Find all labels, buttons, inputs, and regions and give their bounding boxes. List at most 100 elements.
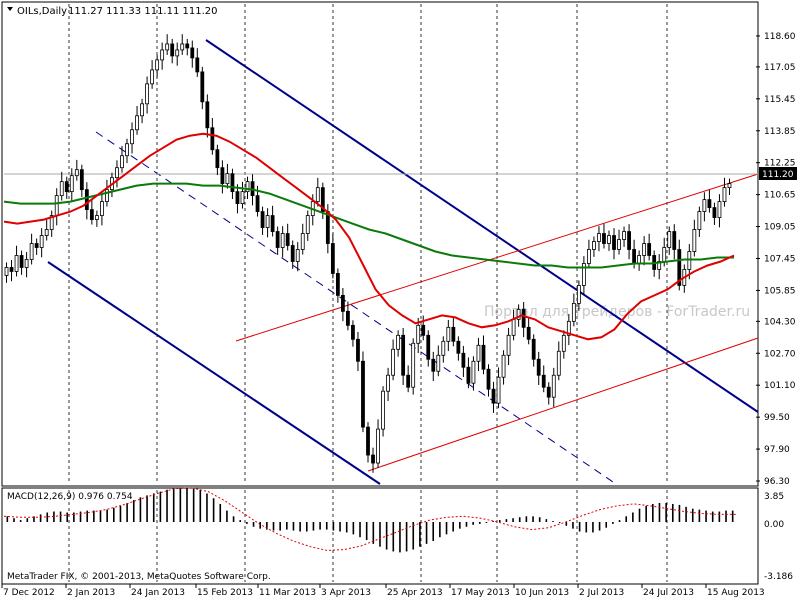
candle-body (185, 43, 190, 49)
candle-body (381, 390, 385, 430)
candle-body (456, 340, 461, 354)
candle-body (476, 344, 481, 362)
candle-body (34, 243, 39, 248)
candle-body (105, 189, 109, 203)
candle-body (471, 360, 476, 384)
candle-body (94, 215, 99, 220)
candle-body (632, 249, 636, 264)
candle-body (305, 215, 310, 234)
candle-body (4, 267, 9, 276)
candle-body (521, 308, 526, 328)
candle-body (120, 155, 124, 169)
candle-body (511, 318, 516, 336)
candle-body (667, 231, 672, 248)
candle-body (280, 233, 285, 248)
time-tick-label: 2 Jan 2013 (67, 588, 115, 598)
price-tick-label: 118.60 (764, 32, 796, 42)
candle-body (160, 49, 165, 61)
candle-body (647, 243, 652, 256)
candle-body (607, 235, 611, 244)
price-tick-label: 117.05 (764, 63, 796, 73)
time-tick-label: 25 Apr 2013 (387, 588, 443, 598)
candle-body (290, 245, 295, 262)
candle-body (361, 360, 365, 428)
current-price-tag (759, 167, 797, 180)
candle-body (401, 334, 406, 376)
candle-body (325, 211, 330, 244)
candle-body (672, 231, 677, 250)
candle-body (210, 127, 215, 151)
candle-body (411, 342, 416, 388)
candle-body (245, 181, 250, 193)
candle-body (145, 83, 149, 105)
watermark-text: Портал для трейдеров - ForTrader.ru (484, 304, 750, 320)
candle-body (44, 229, 49, 236)
candle-body (587, 249, 591, 264)
candle-body (486, 368, 491, 390)
candle-body (541, 374, 546, 388)
candle-body (627, 231, 631, 250)
candle-body (195, 57, 200, 73)
candle-body (431, 358, 436, 372)
candle-body (14, 255, 19, 272)
candle-body (346, 310, 350, 326)
watermark-layer: Портал для трейдеров - ForTrader.ru (484, 304, 750, 320)
candle-body (637, 255, 642, 264)
time-tick-label: 24 Jul 2013 (643, 588, 694, 598)
trend-lines (4, 39, 759, 485)
candle-body (89, 209, 94, 220)
candle-body (235, 191, 240, 205)
candle-body (64, 181, 69, 193)
candle-body (125, 143, 129, 157)
candle-body (295, 249, 300, 262)
candle-body (727, 183, 732, 189)
time-axis: 7 Dec 2012 2 Jan 2013 24 Jan 2013 15 Feb 20… (1, 584, 765, 598)
price-tick-label: 97.90 (764, 445, 790, 455)
candle-body (371, 454, 375, 464)
candle-body (165, 43, 170, 51)
price-tick-label: 115.45 (764, 95, 796, 105)
candle-body (602, 233, 606, 244)
time-tick-label: 15 Feb 2013 (197, 588, 253, 598)
ohlc-values: 111.27 111.33 111.11 111.20 (68, 6, 218, 17)
candle-body (255, 195, 260, 212)
candle-body (576, 285, 581, 304)
candle-body (351, 324, 355, 340)
candle-body (592, 241, 596, 250)
candle-body (190, 47, 195, 59)
candle-body (240, 191, 245, 205)
candle-body (642, 243, 647, 256)
candle-body (566, 320, 571, 336)
candle-body (622, 231, 626, 240)
candle-body (330, 243, 335, 274)
candle-body (436, 354, 441, 372)
price-tick-label: 109.05 (764, 223, 796, 233)
candle-body (100, 201, 104, 216)
candle-body (662, 247, 667, 262)
candle-body (551, 374, 556, 398)
candle-body (265, 215, 270, 228)
price-tick-label: 96.30 (764, 477, 790, 487)
candle-body (225, 173, 230, 185)
candle-body (702, 199, 707, 212)
price-axis: 118.60 117.05 115.45 113.85 112.25 110.65 109.… (756, 32, 796, 487)
collapse-triangle-icon[interactable] (7, 7, 13, 11)
candle-body (697, 211, 702, 230)
candle-body (416, 324, 421, 344)
candle-body (496, 376, 501, 404)
candle-body (135, 115, 139, 131)
candle-body (597, 233, 601, 242)
price-tick-label: 113.85 (764, 127, 796, 137)
time-tick-label: 3 Apr 2013 (321, 588, 371, 598)
candle-body (170, 43, 175, 57)
candle-body (421, 324, 426, 336)
candle-body (571, 302, 576, 322)
slow-moving-average-line (3, 182, 734, 269)
candle-body (546, 386, 551, 398)
candle-body (406, 374, 411, 388)
macd-tick-bottom: -3.186 (764, 572, 793, 582)
candle-body (320, 187, 325, 212)
price-tick-label: 104.30 (764, 317, 796, 327)
macd-tick-zero: 0.00 (764, 520, 784, 530)
